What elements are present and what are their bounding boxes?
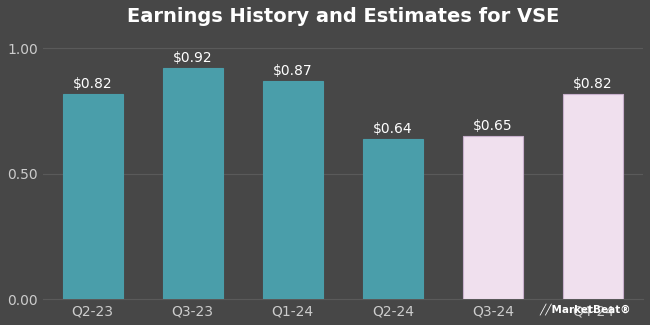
Text: ╱╱MarketBeat®: ╱╱MarketBeat® xyxy=(539,304,630,315)
Bar xyxy=(263,81,323,299)
Bar xyxy=(563,94,623,299)
Text: $0.65: $0.65 xyxy=(473,119,513,133)
Text: $0.82: $0.82 xyxy=(573,76,613,90)
Bar xyxy=(162,69,223,299)
Bar xyxy=(62,94,123,299)
Text: $0.87: $0.87 xyxy=(273,64,313,78)
Text: $0.82: $0.82 xyxy=(73,76,112,90)
Text: $0.64: $0.64 xyxy=(373,122,413,136)
Text: $0.92: $0.92 xyxy=(173,51,213,65)
Title: Earnings History and Estimates for VSE: Earnings History and Estimates for VSE xyxy=(127,7,559,26)
Bar xyxy=(363,139,423,299)
Bar xyxy=(463,136,523,299)
